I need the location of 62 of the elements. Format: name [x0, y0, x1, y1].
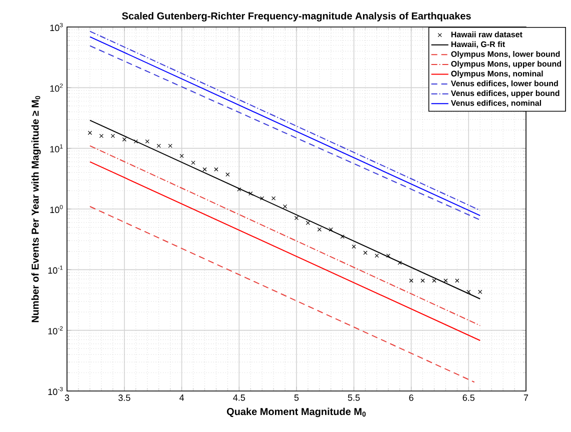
y-tick-label: 10$^{-2}$: [48, 326, 63, 334]
y-tick-label: 10$^{3}$: [50, 22, 63, 32]
point: [466, 290, 471, 294]
point: [145, 139, 150, 144]
point: [282, 204, 288, 209]
x-tick-label: 5.5: [348, 394, 360, 401]
y-tick-label: 10$^{-3}$: [48, 386, 63, 396]
point: [156, 144, 161, 148]
point: [455, 278, 460, 283]
point: [398, 260, 402, 265]
point: [248, 191, 253, 196]
y-tick-label: 10$^{0}$: [50, 204, 63, 214]
point: [271, 196, 276, 200]
point: [432, 278, 436, 283]
x-tick-label: 4: [179, 394, 184, 401]
point: [237, 187, 242, 192]
x-tick-label: 6: [409, 394, 414, 401]
point: [444, 278, 448, 283]
x-tick-label: 7: [524, 394, 528, 401]
y-tick-label: 10$^{-1}$: [48, 266, 63, 274]
x-tick-label: 3.5: [118, 394, 130, 401]
point: [420, 278, 425, 283]
point: [306, 220, 310, 225]
legend-label: Hawaii raw dataset: [451, 31, 522, 38]
legend-label: Olympus Mons, upper bound: [451, 60, 562, 68]
x-tick-label: 5: [294, 394, 299, 401]
point: [352, 244, 356, 249]
point: [328, 227, 333, 232]
point: [478, 290, 482, 294]
point: [294, 216, 299, 220]
point: [134, 139, 138, 144]
chart-title: Scaled Gutenberg-Richter Frequency-magnitude Analysis of Earthquakes: [122, 12, 471, 22]
point: [99, 134, 104, 138]
legend-label: Venus edifices, upper bound: [450, 90, 560, 98]
point: [409, 278, 414, 283]
point: [386, 254, 390, 258]
point: [317, 227, 322, 232]
point: [226, 172, 230, 177]
point: [260, 196, 264, 200]
legend-label: Venus edifices, nominal: [450, 100, 542, 108]
point: [363, 250, 368, 255]
point: [180, 154, 184, 158]
point: [202, 167, 207, 172]
point: [88, 130, 92, 135]
x-tick-label: 3: [64, 394, 70, 401]
point: [122, 137, 126, 142]
y-tick-label: 10$^{1}$: [50, 144, 63, 152]
y-tick-label: 10$^{2}$: [50, 84, 63, 92]
y-axis-title: Number of Events Per Year with Magnitude ≥ M$_{0}$: [31, 96, 41, 322]
legend-label: Olympus Mons, lower bound: [451, 50, 560, 58]
point: [214, 167, 218, 172]
legend-label: Olympus Mons, nominal: [451, 70, 543, 78]
point: [110, 134, 115, 138]
point: [374, 254, 379, 258]
point: [191, 160, 196, 165]
legend-label: Venus edifices, lower bound: [450, 80, 558, 88]
point: [340, 234, 344, 239]
x-tick-label: 6.5: [462, 394, 474, 401]
x-axis-title: Quake Moment Magnitude M$_{0}$: [226, 408, 366, 418]
point: [168, 144, 172, 148]
x-tick-label: 4.5: [233, 394, 245, 401]
legend-label: Hawaii, G-R fit: [451, 41, 505, 48]
